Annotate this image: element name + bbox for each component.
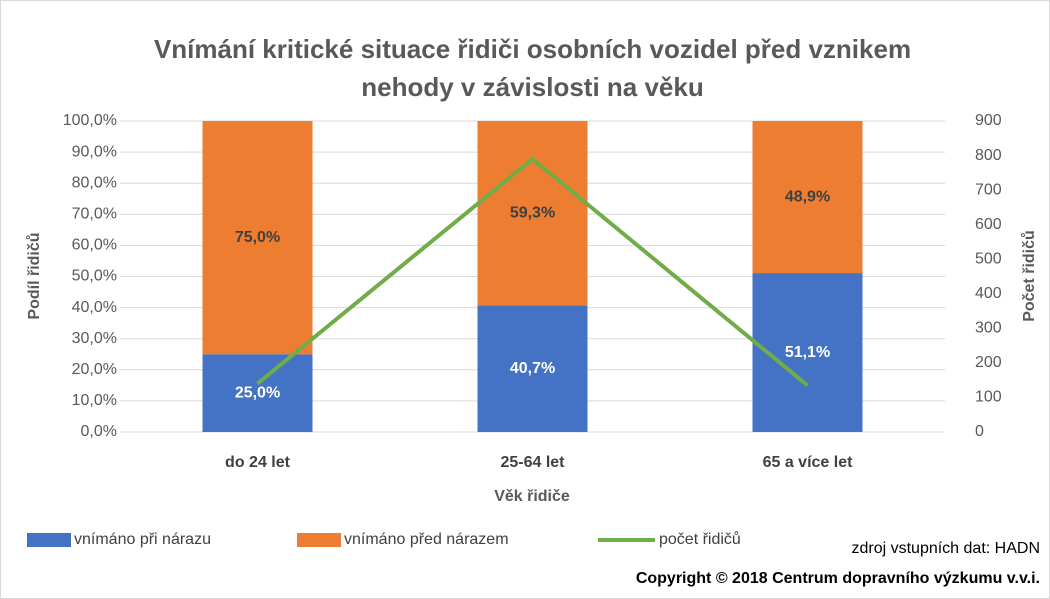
legend-swatch (297, 533, 341, 547)
y-axis-title: Podíl řidičů (26, 232, 43, 319)
y2-tick-label: 400 (975, 285, 1002, 302)
bar-segment (202, 354, 313, 432)
line-series (256, 156, 809, 387)
data-label: 48,9% (785, 188, 830, 205)
x-tick-label: do 24 let (225, 454, 291, 471)
y-tick-label: 80,0% (72, 174, 117, 191)
y-tick-label: 100,0% (63, 112, 117, 129)
data-label: 40,7% (510, 360, 555, 377)
y2-tick-label: 200 (975, 354, 1002, 371)
legend-label: počet řidičů (659, 530, 741, 548)
y2-tick-label: 700 (975, 181, 1002, 198)
source-note: zdroj vstupních dat: HADN (851, 540, 1040, 557)
data-label: 25,0% (235, 384, 280, 401)
y2-tick-label: 900 (975, 112, 1002, 129)
chart-title: Vnímání kritické situace řidiči osobních… (153, 34, 912, 102)
y-tick-label: 20,0% (72, 361, 117, 378)
data-label: 59,3% (510, 204, 555, 221)
x-tick-label: 65 a více let (763, 454, 854, 471)
y2-tick-label: 800 (975, 147, 1002, 164)
bar-segment (752, 273, 863, 432)
y2-axis-title: Počet řidičů (1021, 230, 1038, 322)
bar-segment (752, 121, 863, 274)
y-tick-label: 10,0% (72, 392, 117, 409)
y-tick-label: 70,0% (72, 206, 117, 223)
y-tick-label: 90,0% (72, 143, 117, 160)
y2-tick-label: 600 (975, 216, 1002, 233)
bar-segment (202, 121, 313, 355)
x-tick-label: 25-64 let (500, 454, 565, 471)
y2-tick-label: 0 (975, 423, 984, 440)
y2-tick-label: 300 (975, 320, 1002, 337)
x-axis-title: Věk řidiče (494, 488, 570, 505)
legend-label: vnímáno při nárazu (74, 531, 211, 548)
bar-segment (477, 305, 588, 432)
y-tick-label: 60,0% (72, 237, 117, 254)
y-tick-label: 50,0% (72, 268, 117, 285)
y2-tick-label: 100 (975, 389, 1002, 406)
copyright: Copyright © 2018 Centrum dopravního výzk… (636, 570, 1040, 587)
legend-swatch (27, 533, 71, 547)
y-tick-label: 30,0% (72, 330, 117, 347)
data-label: 75,0% (235, 229, 280, 246)
y-tick-label: 0,0% (81, 423, 117, 440)
y-tick-label: 40,0% (72, 299, 117, 316)
y2-tick-label: 500 (975, 250, 1002, 267)
bar-segment (477, 121, 588, 306)
legend-label: vnímáno před nárazem (344, 531, 509, 548)
data-label: 51,1% (785, 344, 830, 361)
